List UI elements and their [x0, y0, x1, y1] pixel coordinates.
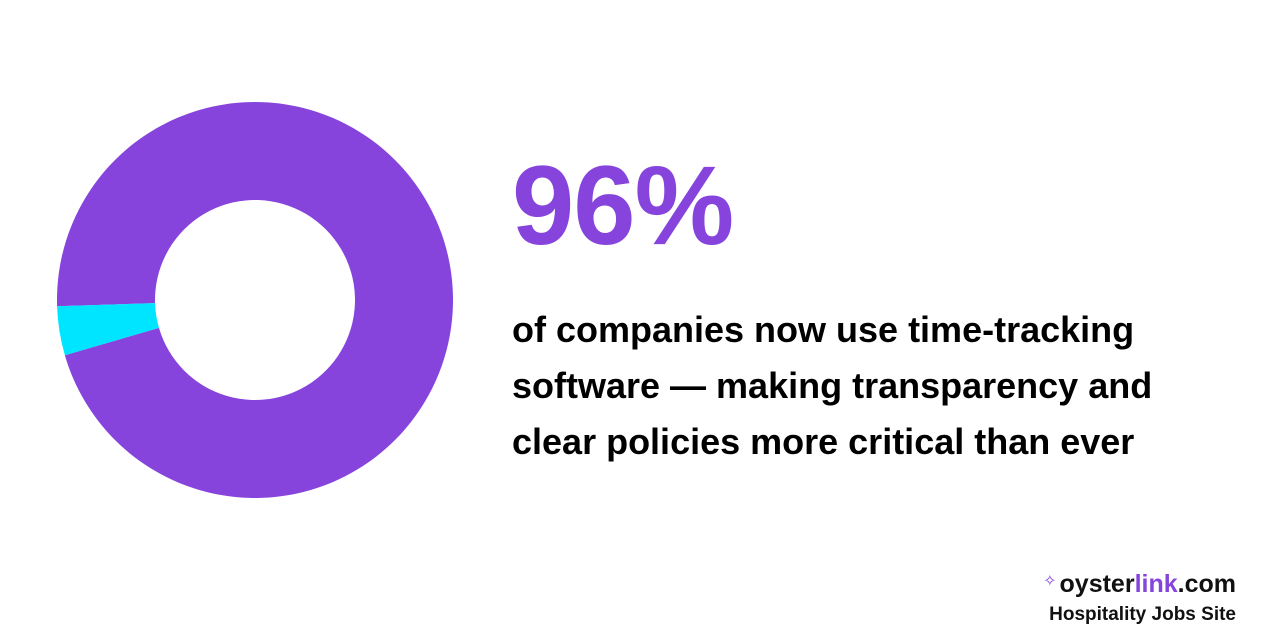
donut-slice-other — [57, 303, 159, 356]
brand-wordmark: ✧ oysterlink.com — [1043, 566, 1236, 600]
brand-name-main: oyster — [1059, 570, 1135, 598]
link-icon: ✧ — [1043, 573, 1057, 590]
brand-logo: ✧ oysterlink.com Hospitality Jobs Site — [1043, 566, 1236, 628]
caption-line: clear policies more critical than ever — [512, 421, 1135, 462]
brand-tagline: Hospitality Jobs Site — [1049, 604, 1236, 625]
stat-caption: of companies now use time-tracking softw… — [512, 302, 1232, 470]
donut-slice-main — [57, 102, 453, 499]
caption-line: software — making transparency and — [512, 365, 1153, 406]
donut-chart — [57, 102, 453, 499]
caption-line: of companies now use time-tracking — [512, 309, 1135, 350]
brand-name-accent: link — [1134, 570, 1178, 598]
brand-name-suffix: .com — [1177, 570, 1236, 598]
stat-value: 96% — [512, 143, 734, 268]
